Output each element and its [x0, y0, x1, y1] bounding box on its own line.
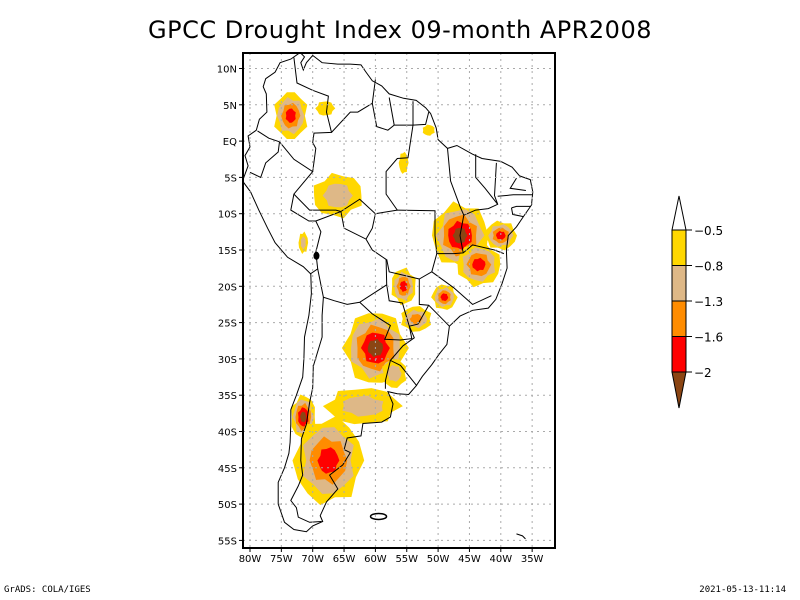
colorbar-segment--2_to_-1.6 — [671, 336, 687, 373]
drought-region-pampas — [322, 388, 403, 425]
y-tick-label: 5S — [224, 173, 237, 184]
country-border — [331, 79, 376, 133]
y-tick-label: 45S — [218, 464, 237, 475]
x-axis: 80W 75W 70W 65W 60W 55W 50W 45W 40W 35W — [239, 548, 544, 565]
x-tick-label: 40W — [489, 554, 512, 565]
drought-region-minas-gerais — [457, 241, 501, 288]
drought-level--2_to_-1.6 — [285, 108, 296, 123]
colorbar-label: −0.5 — [694, 224, 723, 238]
country-border — [418, 253, 450, 327]
falkland-islands — [369, 512, 388, 521]
country-border — [475, 154, 499, 205]
y-tick-label: 10S — [218, 210, 237, 221]
drought-level--2_to_-1.6 — [496, 230, 506, 240]
coastline — [244, 54, 534, 533]
y-tick-label: 30S — [218, 355, 237, 366]
colorbar-label: −1.3 — [694, 295, 723, 309]
colorbar-bottom-triangle — [671, 371, 687, 409]
lake-titicaca — [313, 251, 320, 260]
x-tick-label: 45W — [458, 554, 481, 565]
grid-layer — [243, 53, 555, 548]
y-tick-label: 10N — [217, 65, 237, 76]
drought-region-amapa — [422, 124, 435, 136]
y-tick-label: 25S — [218, 319, 237, 330]
country-border — [397, 209, 505, 255]
country-border — [293, 57, 333, 172]
x-tick-label: 60W — [364, 554, 387, 565]
y-axis: 10N 5N EQ 5S 10S 15S 20S 25S 30S 35S 40S 45S 50S 55S — [217, 65, 243, 547]
colorbar-legend: −0.5 −0.8 −1.3 −1.6 −2 — [671, 195, 723, 409]
y-tick-label: 55S — [218, 536, 237, 547]
x-tick-label: 50W — [427, 554, 450, 565]
drought-region-amazonas-southwest — [313, 172, 362, 219]
drought-level--2_to_-1.6 — [317, 447, 340, 474]
drought-region-venezuela-llanos — [315, 101, 336, 116]
y-tick-label: 50S — [218, 500, 237, 511]
country-border — [389, 326, 418, 387]
colorbar-label: −1.6 — [694, 331, 723, 345]
y-tick-label: 15S — [218, 246, 237, 257]
map-frame — [242, 52, 556, 549]
country-border — [497, 194, 533, 197]
country-border — [388, 97, 395, 126]
colorbar-top-triangle — [671, 195, 687, 231]
x-tick-label: 75W — [270, 554, 293, 565]
drought-level--2_to_-1.6 — [400, 280, 408, 292]
drought-region-sao-paulo — [431, 284, 458, 310]
drought-level--1.3_to_-0.8 — [322, 183, 353, 208]
colorbar-segment--1.6_to_-1.3 — [671, 300, 687, 337]
country-border — [293, 193, 342, 212]
colorbar-segment--0.8_to_-0.5 — [671, 229, 687, 266]
country-border — [409, 304, 430, 327]
grads-credit: GrADS: COLA/IGES — [4, 585, 91, 595]
drought-level--1.3_to_-0.8 — [342, 395, 384, 417]
drought-level--0.8_to_-0.5 — [422, 124, 435, 136]
y-tick-label: 20S — [218, 282, 237, 293]
x-tick-label: 35W — [521, 554, 544, 565]
country-border — [431, 271, 492, 305]
country-border — [359, 284, 413, 341]
colorbar-label: −2 — [694, 366, 712, 380]
country-border — [511, 205, 531, 209]
country-border — [340, 198, 376, 215]
drought-region-peru-east — [298, 231, 309, 254]
country-border — [386, 259, 420, 280]
drought-level--2_to_-1.6 — [440, 293, 449, 302]
drought-level--0.8_to_-0.5 — [398, 151, 409, 174]
drought-level--1.3_to_-0.8 — [300, 236, 306, 249]
x-tick-label: 65W — [333, 554, 356, 565]
drought-region-para-north — [398, 151, 409, 174]
drought-level--2_to_-1.6 — [472, 257, 486, 272]
colorbar-segment--1.3_to_-0.8 — [671, 265, 687, 302]
country-border — [249, 130, 281, 179]
country-border — [509, 177, 526, 191]
y-tick-label: 5N — [223, 101, 237, 112]
country-border — [511, 207, 524, 218]
drought-region-uruguay — [382, 358, 407, 388]
x-tick-label: 70W — [301, 554, 324, 565]
x-tick-label: 55W — [395, 554, 418, 565]
y-tick-label: 35S — [218, 391, 237, 402]
country-border — [384, 360, 391, 389]
country-border — [463, 162, 499, 216]
timestamp: 2021-05-13-11:14 — [699, 585, 786, 595]
colorbar-label: −0.8 — [694, 260, 723, 274]
border-layer — [244, 54, 534, 540]
y-tick-label: 40S — [218, 428, 237, 439]
y-tick-label: EQ — [223, 137, 237, 148]
x-tick-label: 80W — [239, 554, 262, 565]
drought-region-colombia-andes — [274, 92, 308, 139]
chart-title: GPCC Drought Index 09-month APR2008 — [148, 16, 652, 44]
south-georgia — [516, 533, 526, 540]
drought-region-patagonia — [292, 415, 365, 506]
country-border — [365, 125, 414, 240]
country-border — [315, 210, 388, 305]
drought-level--0.8_to_-0.5 — [315, 101, 336, 116]
country-border — [447, 148, 465, 253]
country-border — [290, 297, 324, 523]
drought-level-below_-2 — [300, 411, 307, 423]
drought-level--1.3_to_-0.8 — [386, 365, 402, 382]
